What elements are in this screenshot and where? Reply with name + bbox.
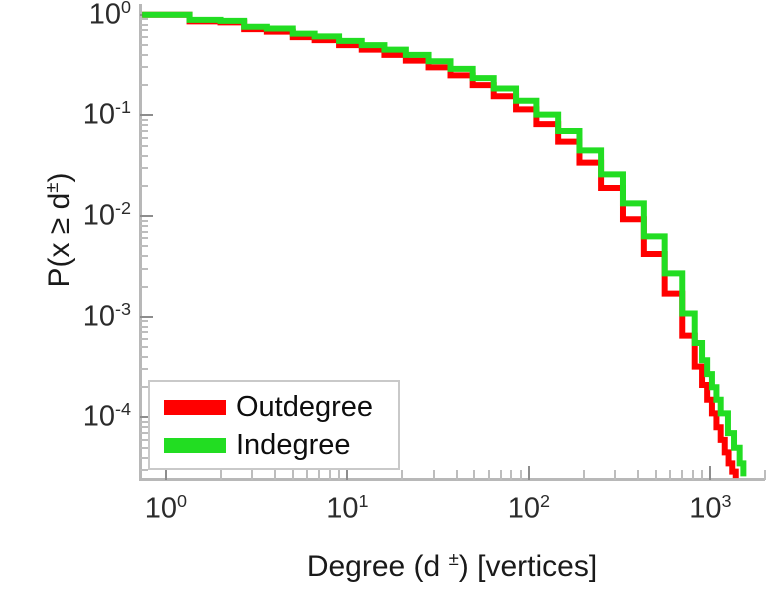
y-tick-minor — [140, 130, 148, 133]
x-tick-minor — [691, 470, 694, 480]
x-tick-minor — [251, 470, 254, 480]
plot-area — [142, 11, 747, 479]
y-tick-minor — [140, 346, 148, 349]
x-tick-minor — [291, 470, 294, 480]
y-tick-minor — [140, 124, 148, 127]
y-tick-minor — [140, 438, 148, 441]
y-tick-minor — [140, 66, 148, 69]
x-tick-minor — [519, 470, 522, 480]
x-tick-minor — [274, 470, 277, 480]
legend-label: Outdegree — [236, 390, 374, 423]
y-tick-minor — [140, 230, 148, 233]
y-tick-minor — [140, 285, 148, 288]
y-tick-minor — [140, 219, 148, 222]
x-tick-minor — [401, 470, 404, 480]
x-tick-minor — [338, 470, 341, 480]
y-tick-minor — [140, 255, 148, 258]
x-tick-label: 102 — [507, 491, 550, 525]
y-tick-minor — [140, 53, 148, 56]
y-tick-minor — [140, 338, 148, 341]
x-tick-label: 100 — [144, 491, 188, 525]
y-tick-minor — [140, 386, 148, 389]
x-tick-major — [346, 466, 349, 480]
y-tick-minor — [140, 325, 148, 328]
y-tick-minor — [140, 421, 148, 424]
y-axis-title: P(x ≥ d±) — [41, 172, 76, 288]
x-tick-minor — [654, 470, 657, 480]
y-tick-minor — [140, 136, 148, 139]
x-tick-minor — [455, 470, 458, 480]
x-tick-major — [164, 466, 167, 480]
x-tick-minor — [681, 470, 684, 480]
x-tick-minor — [473, 470, 476, 480]
x-tick-minor — [701, 470, 704, 480]
y-tick-major — [140, 114, 153, 117]
x-tick-minor — [764, 470, 766, 480]
y-tick-minor — [140, 469, 148, 472]
x-tick-minor — [219, 470, 222, 480]
y-tick-minor — [140, 154, 148, 157]
y-tick-minor — [140, 331, 148, 334]
series-line-outdegree — [142, 11, 739, 479]
y-tick-minor — [140, 224, 148, 227]
legend-swatch-outdegree — [164, 399, 226, 415]
x-tick-major — [709, 466, 712, 480]
x-tick-minor — [306, 470, 309, 480]
x-axis-line — [139, 478, 765, 481]
y-tick-minor — [140, 245, 148, 248]
y-tick-minor — [140, 368, 148, 371]
y-tick-minor — [140, 237, 148, 240]
legend-box: Outdegree Indegree — [148, 380, 400, 470]
x-tick-label: 103 — [689, 491, 732, 525]
legend-item-indegree[interactable]: Indegree — [164, 428, 351, 462]
y-tick-minor — [140, 18, 148, 21]
y-tick-major — [140, 315, 153, 318]
legend-swatch-indegree — [164, 437, 226, 453]
y-tick-minor — [140, 446, 148, 449]
y-tick-minor — [140, 184, 148, 187]
y-tick-minor — [140, 320, 148, 323]
x-tick-minor — [614, 470, 617, 480]
legend-item-outdegree[interactable]: Outdegree — [164, 390, 373, 424]
y-tick-minor — [140, 355, 148, 358]
y-tick-major — [140, 215, 153, 218]
x-tick-minor — [510, 470, 513, 480]
y-tick-minor — [140, 23, 148, 26]
x-tick-minor — [318, 470, 321, 480]
y-tick-minor — [140, 119, 148, 122]
y-tick-minor — [140, 36, 148, 39]
x-tick-minor — [669, 470, 672, 480]
x-tick-minor — [432, 470, 435, 480]
x-tick-minor — [582, 470, 585, 480]
x-tick-minor — [499, 470, 502, 480]
y-tick-minor — [140, 144, 148, 147]
x-tick-label: 101 — [326, 491, 369, 525]
y-tick-minor — [140, 167, 148, 170]
y-tick-minor — [140, 456, 148, 459]
x-axis-title: Degree (d ±) [vertices] — [306, 548, 598, 583]
y-tick-minor — [140, 44, 148, 47]
y-tick-minor — [140, 432, 148, 435]
x-tick-minor — [328, 470, 331, 480]
y-tick-minor — [140, 84, 148, 87]
series-line-indegree — [142, 11, 747, 477]
legend-label: Indegree — [236, 428, 351, 461]
y-tick-minor — [140, 426, 148, 429]
x-tick-minor — [637, 470, 640, 480]
y-tick-major — [140, 416, 153, 419]
y-axis-line — [139, 4, 142, 481]
x-tick-minor — [487, 470, 490, 480]
y-tick-minor — [140, 267, 148, 270]
x-tick-major — [527, 466, 530, 480]
y-tick-minor — [140, 29, 148, 32]
